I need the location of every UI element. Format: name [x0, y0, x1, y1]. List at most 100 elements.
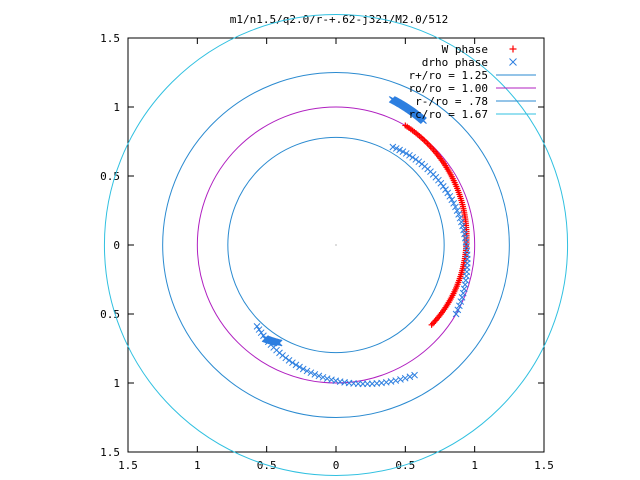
point-drho-2-18 — [461, 234, 469, 242]
y-tick-label: 0.5 — [100, 170, 120, 183]
y-tick-label: 0 — [113, 239, 120, 252]
point-drho-2-6-b — [460, 285, 468, 293]
point-drho-1-21-b — [319, 373, 327, 381]
point-drho-1-34-b — [378, 379, 385, 387]
point-drho-2-6 — [460, 285, 468, 293]
point-drho-1-14-b — [292, 361, 300, 369]
point-drho-2-20-b — [460, 226, 467, 234]
point-drho-2-49-b — [389, 143, 397, 151]
legend-marker — [509, 45, 517, 53]
circle-r-ro-78 — [227, 136, 445, 354]
point-drho-1-22 — [323, 375, 331, 382]
point-drho-1-0 — [253, 323, 261, 330]
point-drho-2-41-b — [415, 158, 423, 166]
point-drho-1-37-b — [392, 377, 400, 384]
point-drho-2-29-b — [446, 192, 454, 200]
point-drho-1-13 — [289, 359, 296, 367]
point-drho-1-16-b — [299, 365, 307, 373]
point-drho-1-1-b — [255, 326, 263, 333]
point-drho-1-21 — [319, 373, 327, 381]
point-drho-1-38 — [397, 376, 404, 383]
point-drho-2-1 — [454, 306, 462, 314]
point-drho-2-3 — [457, 298, 465, 305]
point-drho-1-41-b — [411, 371, 418, 379]
point-drho-1-20-b — [315, 372, 323, 380]
point-drho-1-16 — [299, 365, 307, 373]
point-drho-1-2-b — [257, 329, 265, 337]
x-tick-label: 0.5 — [257, 459, 277, 472]
point-drho-2-25-b — [453, 207, 461, 214]
point-drho-1-39-b — [401, 374, 409, 382]
point-drho-2-31-b — [442, 186, 449, 193]
legend-marker — [509, 58, 517, 66]
x-tick-label: 1.5 — [118, 459, 138, 472]
point-drho-2-2-b — [456, 302, 463, 310]
point-drho-2-22-b — [458, 218, 465, 226]
point-drho-2-45 — [402, 150, 410, 157]
x-tick-label: 1 — [471, 459, 478, 472]
point-drho-2-27 — [450, 199, 458, 207]
point-drho-2-0-b — [452, 310, 460, 318]
point-drho-2-43-b — [409, 153, 416, 161]
point-drho-1-23 — [328, 376, 335, 384]
x-tick-label: 1.5 — [534, 459, 554, 472]
point-drho-1-41 — [411, 371, 418, 379]
point-drho-2-4-b — [458, 294, 466, 301]
legend-label: W phase — [442, 43, 488, 56]
point-drho-2-21 — [459, 222, 466, 230]
point-drho-2-44 — [406, 151, 413, 159]
point-drho-2-28 — [448, 196, 456, 204]
point-drho-2-22 — [458, 218, 465, 226]
point-drho-2-2 — [456, 302, 463, 310]
point-drho-2-7-b — [461, 281, 469, 288]
point-drho-2-42 — [412, 156, 420, 163]
x-tick-label: 0 — [333, 459, 340, 472]
point-drho-2-43 — [409, 153, 416, 161]
legend-label: rc/ro = 1.67 — [409, 108, 488, 121]
point-drho-2-28-b — [448, 196, 456, 204]
point-drho-2-47-b — [396, 146, 403, 154]
y-tick-label: 1.5 — [100, 446, 120, 459]
legend-label: ro/ro = 1.00 — [409, 82, 488, 95]
point-drho-3-59-b — [388, 96, 396, 103]
point-drho-1-22-b — [323, 375, 331, 382]
point-drho-2-48 — [392, 145, 400, 152]
point-drho-2-30 — [444, 189, 452, 197]
point-drho-2-27-b — [450, 199, 458, 207]
point-drho-2-46 — [399, 148, 407, 156]
legend-label: r-/ro = .78 — [415, 95, 488, 108]
point-drho-4-24-b — [275, 339, 283, 347]
point-drho-2-20 — [460, 226, 467, 234]
point-drho-2-5-b — [459, 289, 467, 297]
origin-dot — [335, 244, 337, 246]
point-drho-2-46-b — [399, 148, 407, 156]
point-drho-1-0-b — [253, 323, 261, 330]
point-drho-1-35-b — [382, 378, 390, 386]
point-drho-1-33-b — [373, 380, 381, 387]
point-drho-1-18-b — [307, 369, 315, 377]
point-drho-2-42-b — [412, 156, 420, 163]
reference-circles — [103, 14, 569, 476]
point-drho-2-41 — [415, 158, 423, 166]
point-drho-1-40 — [406, 373, 414, 381]
point-drho-2-19-b — [461, 230, 468, 238]
legend-label: r+/ro = 1.25 — [409, 69, 488, 82]
point-drho-2-3-b — [457, 298, 465, 305]
point-drho-1-12 — [285, 357, 293, 364]
legend-label: drho phase — [422, 56, 488, 69]
point-drho-1-19-b — [311, 371, 319, 378]
y-tick-label: 1 — [113, 377, 120, 390]
point-drho-2-9-b — [463, 272, 470, 280]
point-drho-1-13-b — [289, 359, 296, 367]
circle-rc-ro-1-67 — [103, 14, 569, 476]
point-drho-1-38-b — [397, 376, 404, 383]
point-drho-2-19 — [461, 230, 468, 238]
point-drho-2-23 — [456, 214, 464, 222]
point-drho-1-17 — [303, 367, 311, 375]
point-drho-1-12-b — [285, 357, 293, 364]
legend-marker-b — [509, 58, 517, 66]
point-drho-2-45-b — [402, 150, 410, 157]
point-drho-1-39 — [401, 374, 409, 382]
point-drho-2-0 — [452, 310, 460, 318]
